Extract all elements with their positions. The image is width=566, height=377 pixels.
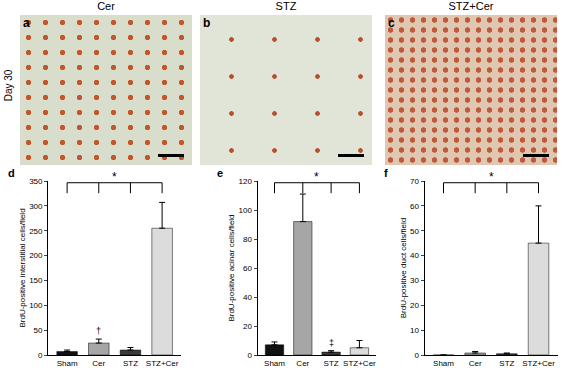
svg-text:0: 0 bbox=[247, 351, 252, 360]
svg-text:0: 0 bbox=[38, 351, 43, 360]
html-text:c: c bbox=[388, 16, 395, 30]
svg-text:BrdU-positive duct cells/field: BrdU-positive duct cells/field bbox=[399, 218, 408, 318]
svg-text:STZ: STZ bbox=[324, 359, 339, 368]
svg-text:BrdU-positive interstitial cel: BrdU-positive interstitial cells/field bbox=[18, 208, 27, 327]
html-text:a: a bbox=[23, 16, 30, 30]
html-text:Day 30: Day 30 bbox=[2, 69, 14, 102]
svg-text:20: 20 bbox=[410, 301, 419, 310]
html-text:Cer: Cer bbox=[97, 0, 115, 12]
svg-text:120: 120 bbox=[239, 177, 253, 186]
svg-text:Sham: Sham bbox=[264, 359, 285, 368]
svg-text:40: 40 bbox=[243, 293, 252, 302]
svg-text:200: 200 bbox=[29, 251, 43, 260]
html-text:STZ: STZ bbox=[275, 0, 297, 12]
html-text:STZ+Cer: STZ+Cer bbox=[448, 0, 494, 12]
svg-text:150: 150 bbox=[29, 276, 43, 285]
svg-text:100: 100 bbox=[239, 206, 253, 215]
svg-text:d: d bbox=[8, 167, 15, 179]
svg-text:Sham: Sham bbox=[433, 359, 454, 368]
svg-text:‡: ‡ bbox=[329, 338, 334, 348]
svg-text:e: e bbox=[217, 167, 223, 179]
html-text:b: b bbox=[203, 16, 211, 30]
svg-text:STZ: STZ bbox=[123, 359, 138, 368]
svg-text:0: 0 bbox=[414, 351, 419, 360]
svg-text:Sham: Sham bbox=[57, 359, 78, 368]
svg-text:80: 80 bbox=[243, 235, 252, 244]
svg-text:*: * bbox=[112, 170, 117, 184]
svg-text:60: 60 bbox=[243, 264, 252, 273]
svg-text:*: * bbox=[489, 170, 494, 184]
svg-text:STZ: STZ bbox=[499, 359, 514, 368]
svg-text:20: 20 bbox=[243, 322, 252, 331]
svg-text:Cer: Cer bbox=[296, 359, 309, 368]
svg-text:STZ+Cer: STZ+Cer bbox=[146, 359, 179, 368]
svg-text:10: 10 bbox=[410, 326, 419, 335]
svg-text:50: 50 bbox=[410, 227, 419, 236]
svg-text:350: 350 bbox=[29, 177, 43, 186]
svg-text:300: 300 bbox=[29, 202, 43, 211]
svg-text:70: 70 bbox=[410, 177, 419, 186]
svg-text:BrdU-positive acinar cells/fie: BrdU-positive acinar cells/field bbox=[227, 214, 236, 321]
svg-text:60: 60 bbox=[410, 202, 419, 211]
svg-text:f: f bbox=[384, 167, 388, 179]
svg-text:†: † bbox=[96, 326, 101, 336]
svg-text:100: 100 bbox=[29, 301, 43, 310]
svg-text:Cer: Cer bbox=[469, 359, 482, 368]
svg-text:250: 250 bbox=[29, 227, 43, 236]
svg-text:STZ+Cer: STZ+Cer bbox=[343, 359, 376, 368]
svg-text:*: * bbox=[314, 170, 319, 184]
svg-text:Cer: Cer bbox=[92, 359, 105, 368]
svg-text:30: 30 bbox=[410, 276, 419, 285]
svg-text:40: 40 bbox=[410, 251, 419, 260]
svg-text:STZ+Cer: STZ+Cer bbox=[522, 359, 555, 368]
svg-text:50: 50 bbox=[34, 326, 43, 335]
